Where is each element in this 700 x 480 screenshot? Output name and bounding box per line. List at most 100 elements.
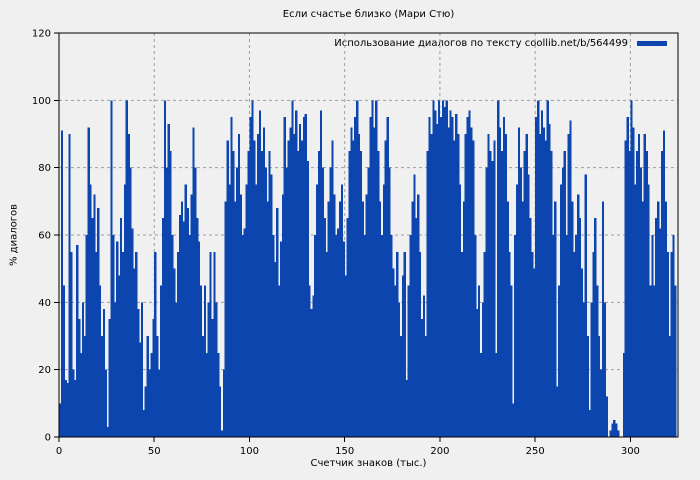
bar [495,352,498,437]
bar [525,134,528,437]
bar [293,134,296,437]
bar [298,123,302,438]
bar [580,268,584,437]
bar [628,150,631,438]
bar [281,194,285,437]
bar [198,241,201,437]
bar [239,194,243,437]
bar [72,369,75,437]
bar [137,309,140,437]
bar [251,100,254,437]
bar [165,167,168,437]
bar [199,285,203,437]
bar [377,150,380,438]
bar [441,100,445,437]
bar [533,268,536,437]
bar [666,251,669,437]
bar [104,369,107,437]
bar [567,134,570,437]
bar [81,302,85,437]
bar [361,201,365,437]
bar [462,201,465,437]
bar [413,174,416,437]
bar [548,123,551,438]
bar [559,184,563,437]
bar [438,100,441,437]
legend-swatch [637,41,667,46]
bar [398,302,401,437]
bar [196,218,199,437]
y-tick-label: 40 [38,298,51,309]
bar [657,201,660,437]
bar [276,208,279,437]
bar [577,194,580,437]
bar [380,235,384,437]
bar [445,100,448,437]
bar [306,160,309,437]
bar [578,218,582,437]
bar [68,134,71,437]
bar [632,127,635,438]
bar [110,100,113,437]
bar [622,352,625,437]
bar [500,150,504,438]
bar [418,251,422,437]
bar [672,235,675,437]
bar [255,184,258,437]
bar [154,251,157,437]
bar [481,302,485,437]
bar [177,251,180,437]
bar [161,218,165,437]
bar [60,130,64,437]
y-axis-label: % диалогов [8,204,20,266]
bar [89,184,92,437]
bar [268,150,271,438]
bar [173,268,176,437]
bar [529,218,532,437]
bar [382,184,385,437]
x-tick-label: 250 [526,446,545,457]
bar [192,127,195,438]
bar [575,235,578,437]
bar [639,167,643,437]
bar [401,275,405,437]
bar [178,214,182,437]
bar [527,174,530,437]
bar [144,386,147,437]
bar [74,379,77,437]
bar [297,150,300,438]
bar [428,117,431,438]
bar [121,251,125,437]
bar [140,302,144,437]
bar [158,369,161,437]
bar [312,295,315,437]
bar [464,134,467,437]
bar [230,117,233,438]
bar [649,285,652,437]
bar [420,319,424,437]
bar [458,184,462,437]
bar [331,140,334,437]
bar [491,160,494,437]
bar [247,150,250,438]
bar [283,117,286,438]
bar [426,150,429,438]
bar [93,194,96,437]
bar [249,117,252,438]
bar [502,117,505,438]
bar [142,410,146,437]
x-tick-label: 150 [335,446,354,457]
bar [222,369,226,437]
bar [582,302,585,437]
bar [658,228,662,437]
bar [274,261,277,437]
bar [584,174,587,437]
bar [278,285,281,437]
bar [241,235,245,437]
bar [514,235,517,437]
bar [340,184,344,437]
bar [236,167,239,437]
bar [512,403,515,437]
bar [605,396,608,437]
